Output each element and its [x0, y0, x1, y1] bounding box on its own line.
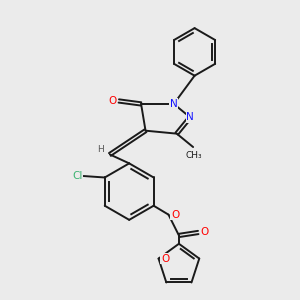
Text: O: O	[171, 210, 179, 220]
Text: O: O	[108, 96, 116, 106]
Text: CH₃: CH₃	[185, 151, 202, 160]
Text: N: N	[186, 112, 194, 122]
Text: O: O	[201, 227, 209, 238]
Text: O: O	[161, 254, 169, 264]
Text: N: N	[170, 99, 178, 109]
Text: H: H	[97, 145, 104, 154]
Text: Cl: Cl	[72, 171, 82, 181]
